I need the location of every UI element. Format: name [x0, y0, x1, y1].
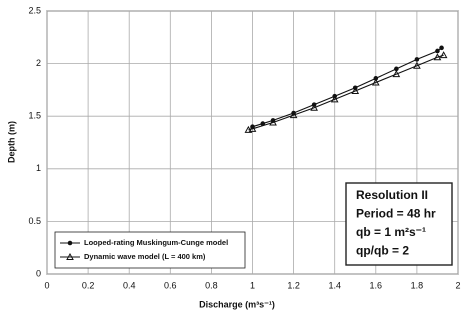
- legend-box: [54, 231, 246, 269]
- series-line: [252, 47, 442, 128]
- x-axis-label: Discharge (m³s⁻¹): [199, 299, 275, 309]
- point: [371, 78, 380, 86]
- x-tick-label: 1.4: [328, 280, 341, 290]
- x-tick-label: 1.8: [411, 280, 424, 290]
- x-tick-label: 2: [455, 280, 460, 290]
- annotation: Period = 48 hr: [356, 207, 436, 221]
- annotation: Resolution II: [356, 188, 428, 202]
- annotation: qp/qb = 2: [356, 244, 409, 258]
- point: [394, 66, 399, 72]
- annotation: qb = 1 m²s⁻¹: [356, 225, 426, 239]
- point: [439, 51, 448, 59]
- y-tick-label: 1.5: [28, 111, 41, 121]
- x-tick-label: 0: [44, 280, 49, 290]
- legend-label: Dynamic wave model (L = 400 km): [84, 252, 206, 261]
- annotation-box: [345, 182, 453, 266]
- point: [373, 76, 379, 81]
- point: [351, 86, 360, 94]
- y-tick-label: 0: [36, 268, 41, 278]
- y-tick-label: 2.5: [28, 5, 41, 15]
- point: [392, 70, 401, 78]
- point: [435, 48, 440, 54]
- y-tick-label: 1: [36, 163, 41, 173]
- x-tick-label: 0.2: [82, 280, 95, 290]
- y-tick-label: 2: [36, 58, 41, 68]
- legend-marker: [66, 252, 74, 260]
- series-line: [248, 54, 444, 131]
- y-axis-label: Depth (m): [6, 121, 16, 163]
- x-tick-label: 1.6: [370, 280, 383, 290]
- legend-marker: [67, 240, 73, 246]
- x-tick-label: 0.4: [123, 280, 136, 290]
- point: [269, 118, 277, 126]
- x-tick-label: 1: [250, 280, 255, 290]
- point: [439, 45, 444, 51]
- x-tick-label: 1.2: [287, 280, 300, 290]
- point: [310, 103, 318, 111]
- point: [248, 124, 257, 132]
- point: [289, 111, 298, 119]
- point: [414, 57, 420, 62]
- point: [413, 61, 421, 69]
- x-tick-label: 0.8: [205, 280, 218, 290]
- x-tick-label: 0.6: [164, 280, 177, 290]
- point: [330, 95, 339, 103]
- point: [433, 53, 442, 61]
- y-tick-label: 0.5: [28, 216, 41, 226]
- point: [260, 121, 266, 126]
- legend-label: Looped-rating Muskingum-Cunge model: [84, 238, 228, 247]
